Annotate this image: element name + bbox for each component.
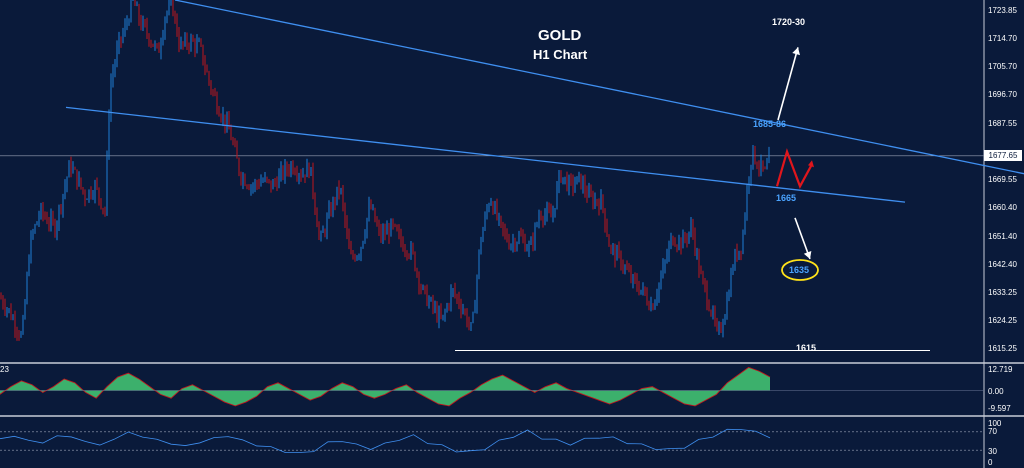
oscillator-left-label: 23 xyxy=(0,365,9,374)
rsi-line xyxy=(0,428,771,453)
price-tick-label: 1696.70 xyxy=(988,90,1017,99)
target-down-arrow xyxy=(794,217,811,260)
target-up-label: 1720-30 xyxy=(772,17,806,27)
target-down-ellipse xyxy=(781,259,819,281)
price-tick-label: 1669.55 xyxy=(988,175,1017,184)
chart-title: GOLD xyxy=(538,27,582,44)
price-tick-label: 1624.25 xyxy=(988,316,1017,325)
projection-arrowhead xyxy=(808,160,814,168)
oscillator-tick-label: 0.00 xyxy=(988,387,1004,396)
rsi-tick-label: 0 xyxy=(988,458,993,467)
trendline xyxy=(174,0,1024,175)
target-up-arrow xyxy=(777,47,799,121)
target-down-label: 1635 xyxy=(789,265,810,275)
price-tick-label: 1660.40 xyxy=(988,203,1017,212)
price-tick-label: 1723.85 xyxy=(988,6,1017,15)
price-tick-label: 1633.25 xyxy=(988,288,1017,297)
current-price-marker: 1677.65 xyxy=(984,150,1022,161)
oscillator-area xyxy=(0,367,770,406)
support-label: 1665 xyxy=(776,193,797,203)
target-up-arrow-head xyxy=(792,47,800,56)
target-down-arrow-head xyxy=(803,250,812,259)
projection-zigzag xyxy=(775,148,813,189)
chart-subtitle: H1 Chart xyxy=(533,47,588,62)
oscillator-tick-label: -9.597 xyxy=(988,404,1011,413)
rsi-tick-label: 70 xyxy=(988,427,997,436)
price-tick-label: 1705.70 xyxy=(988,62,1017,71)
oscillator-tick-label: 12.719 xyxy=(988,365,1013,374)
price-tick-label: 1651.40 xyxy=(988,232,1017,241)
floor-label: 1615 xyxy=(796,343,817,353)
price-tick-label: 1687.55 xyxy=(988,119,1017,128)
rsi-tick-label: 30 xyxy=(988,447,997,456)
rsi-tick-label: 100 xyxy=(988,419,1002,428)
trendline xyxy=(65,106,906,203)
price-tick-label: 1615.25 xyxy=(988,344,1017,353)
price-tick-label: 1642.40 xyxy=(988,260,1017,269)
price-tick-label: 1714.70 xyxy=(988,34,1017,43)
resistance-label: 1685-86 xyxy=(753,119,787,129)
oscillator-signal-line xyxy=(0,366,771,407)
